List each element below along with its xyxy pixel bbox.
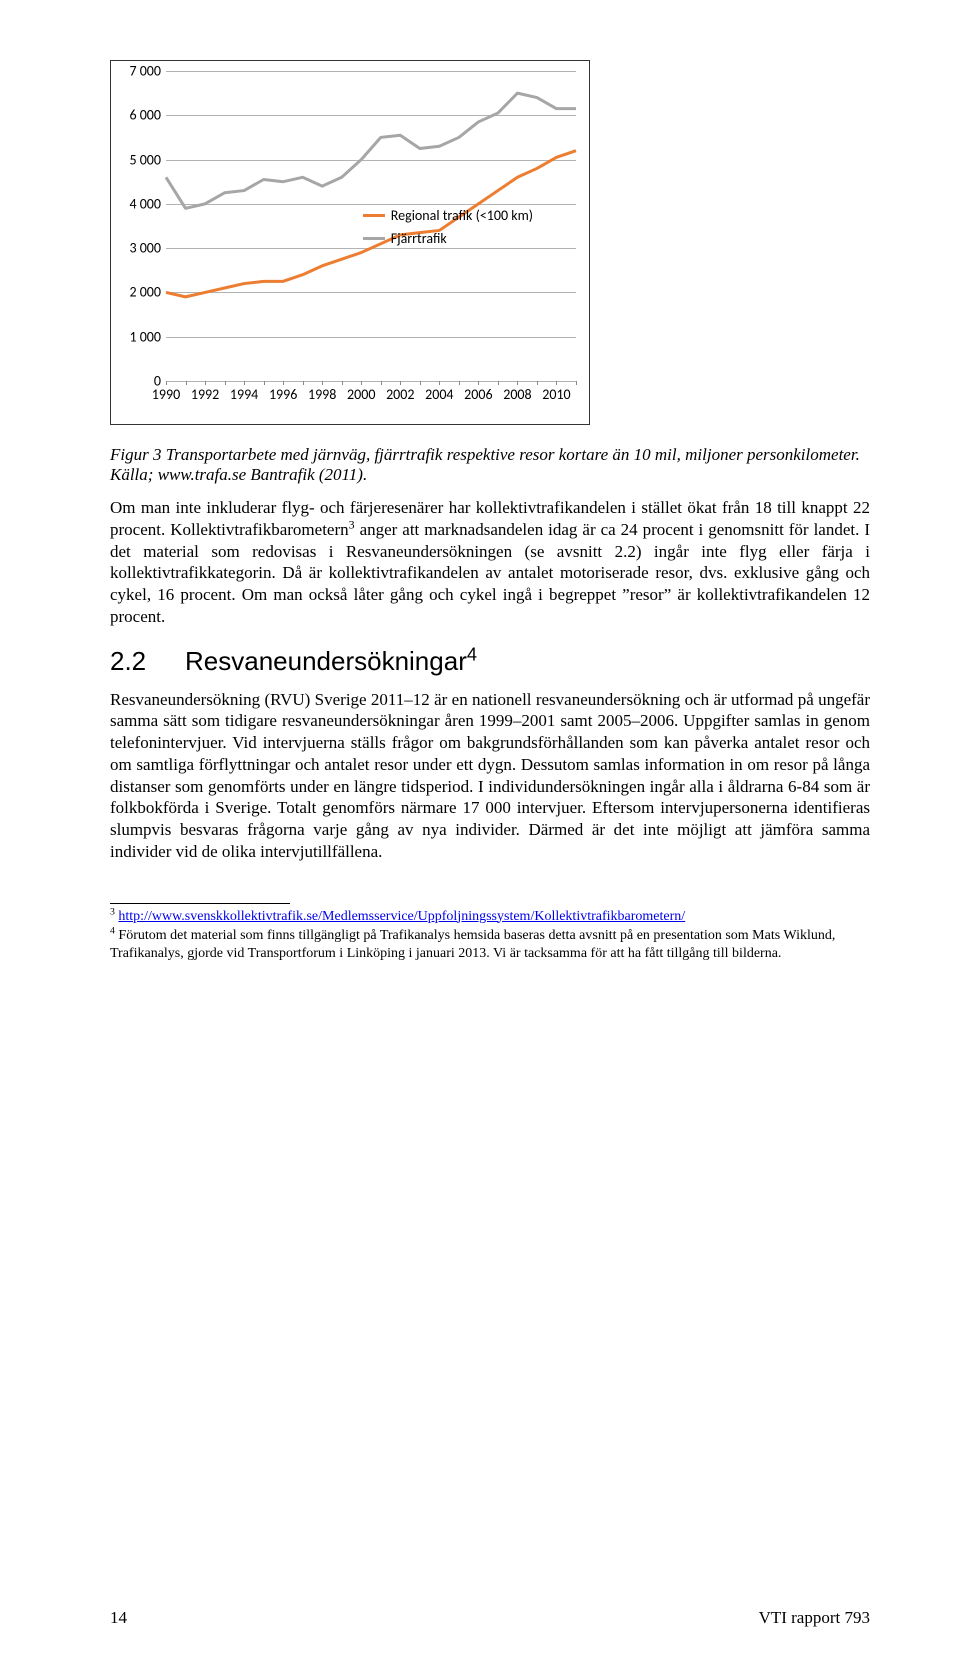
x-axis-label: 2002 — [386, 386, 414, 403]
paragraph-2: Resvaneundersökning (RVU) Sverige 2011–1… — [110, 689, 870, 863]
section-heading: 2.2Resvaneundersökningar4 — [110, 646, 870, 677]
y-axis-label: 6 000 — [116, 107, 161, 124]
footnote: 4 Förutom det material som finns tillgän… — [110, 927, 870, 962]
legend-label: Regional trafik (<100 km) — [391, 207, 533, 224]
footnote-link[interactable]: http://www.svenskkollektivtrafik.se/Medl… — [118, 909, 685, 924]
footnote-number: 4 — [110, 925, 115, 936]
y-axis-label: 1 000 — [116, 328, 161, 345]
y-axis-label: 3 000 — [116, 240, 161, 257]
series-line — [166, 93, 576, 208]
x-axis-label: 1990 — [152, 386, 180, 403]
x-axis-label: 1998 — [308, 386, 336, 403]
figure-caption: Figur 3 Transportarbete med järnväg, fjä… — [110, 445, 870, 485]
x-axis-label: 2008 — [503, 386, 531, 403]
page-number: 14 — [110, 1608, 127, 1628]
y-axis-label: 5 000 — [116, 151, 161, 168]
footnote-number: 3 — [110, 906, 115, 917]
report-id: VTI rapport 793 — [759, 1608, 870, 1628]
footnote: 3 http://www.svenskkollektivtrafik.se/Me… — [110, 908, 870, 926]
x-axis-label: 1994 — [230, 386, 258, 403]
x-axis-label: 1996 — [269, 386, 297, 403]
y-axis-label: 2 000 — [116, 284, 161, 301]
footnote-ref-4: 4 — [467, 644, 477, 664]
gridline — [166, 381, 576, 382]
section-number: 2.2 — [110, 646, 185, 677]
legend-item: Fjärrtrafik — [363, 230, 533, 247]
y-axis-label: 7 000 — [116, 63, 161, 80]
x-axis-label: 2004 — [425, 386, 453, 403]
chart-legend: Regional trafik (<100 km) Fjärrtrafik — [363, 207, 533, 253]
x-axis-label: 2000 — [347, 386, 375, 403]
footnote-separator — [110, 903, 290, 904]
legend-item: Regional trafik (<100 km) — [363, 207, 533, 224]
y-axis-label: 4 000 — [116, 195, 161, 212]
section-title: Resvaneundersökningar — [185, 646, 467, 676]
legend-label: Fjärrtrafik — [391, 230, 447, 247]
footnotes: 3 http://www.svenskkollektivtrafik.se/Me… — [110, 908, 870, 963]
legend-swatch — [363, 214, 385, 217]
page-footer: 14 VTI rapport 793 — [110, 1608, 870, 1628]
transport-line-chart: 01 0002 0003 0004 0005 0006 0007 0001990… — [110, 60, 590, 425]
x-axis-label: 1992 — [191, 386, 219, 403]
legend-swatch — [363, 237, 385, 240]
plot-area: 01 0002 0003 0004 0005 0006 0007 0001990… — [166, 71, 576, 381]
x-axis-label: 2010 — [542, 386, 570, 403]
x-axis-label: 2006 — [464, 386, 492, 403]
paragraph-1: Om man inte inkluderar flyg- och färjere… — [110, 497, 870, 628]
